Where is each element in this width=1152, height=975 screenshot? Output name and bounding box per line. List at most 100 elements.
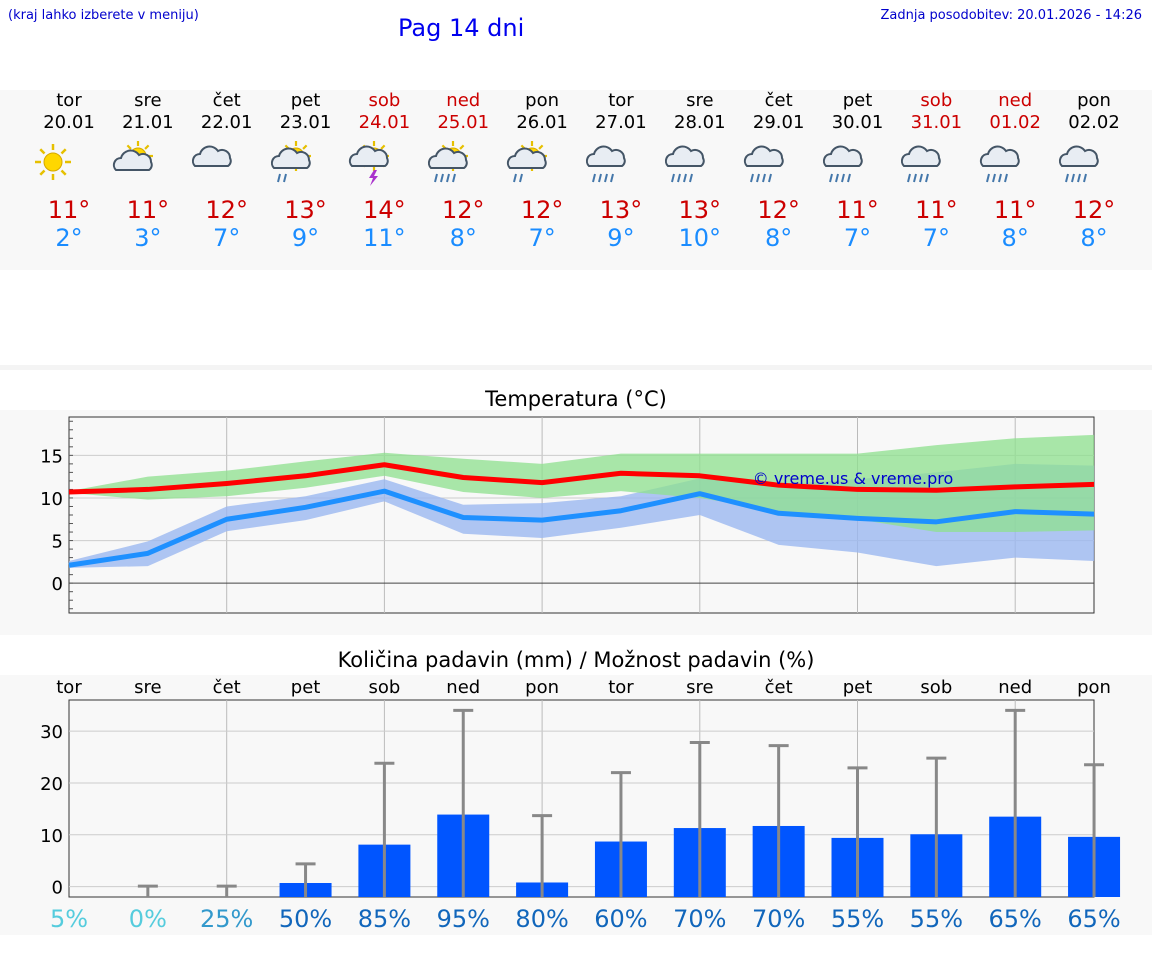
y-tick-label: 10 bbox=[40, 826, 63, 847]
cloud-rain-icon bbox=[822, 140, 882, 188]
min-temperature: 8° bbox=[1001, 224, 1029, 252]
y-tick-label: 30 bbox=[40, 722, 63, 743]
precipitation-probability: 55% bbox=[910, 905, 963, 933]
day-date: 29.01 bbox=[752, 112, 805, 133]
day-name: sob bbox=[920, 90, 953, 111]
day-name: pon bbox=[1077, 90, 1111, 111]
day-date: 22.01 bbox=[200, 112, 253, 133]
day-name: sre bbox=[686, 90, 714, 111]
day-column: pon 26.01 12° 7° bbox=[502, 90, 582, 252]
day-date: 24.01 bbox=[358, 112, 411, 133]
min-temperature: 7° bbox=[213, 224, 241, 252]
temperature-chart-title: Temperatura (°C) bbox=[485, 387, 667, 411]
min-temperature: 9° bbox=[291, 224, 320, 252]
day-date: 26.01 bbox=[516, 112, 568, 133]
section-divider bbox=[0, 365, 1152, 370]
day-date: 31.01 bbox=[910, 112, 963, 133]
precipitation-probability: 25% bbox=[200, 905, 253, 933]
y-tick-label: 0 bbox=[52, 574, 63, 595]
sun-cloud-heavy-rain-icon bbox=[428, 140, 487, 188]
min-temperature: 8° bbox=[765, 224, 793, 252]
day-date: 01.02 bbox=[989, 112, 1041, 133]
min-temperature: 2° bbox=[55, 224, 83, 252]
cloud-rain-icon bbox=[980, 140, 1039, 188]
sun-cloud-icon bbox=[112, 140, 172, 188]
precipitation-probability: 60% bbox=[594, 905, 647, 933]
max-temperature: 11° bbox=[836, 196, 879, 224]
precipitation-probability: 0% bbox=[129, 905, 167, 933]
y-tick-label: 20 bbox=[40, 774, 63, 795]
precipitation-probability: 95% bbox=[437, 905, 490, 933]
max-temperature: 13° bbox=[599, 196, 643, 224]
day-date: 21.01 bbox=[122, 112, 174, 133]
max-temperature: 14° bbox=[363, 196, 406, 224]
day-column: sre 28.01 13° 10° bbox=[660, 90, 740, 252]
day-column: tor 20.01 11° 2° bbox=[29, 90, 109, 252]
min-temperature: 7° bbox=[922, 224, 950, 252]
x-category-label: pon bbox=[1077, 677, 1111, 698]
max-temperature-range bbox=[69, 434, 1095, 533]
max-temperature: 11° bbox=[993, 196, 1037, 224]
day-column: pon 02.02 12° 8° bbox=[1054, 90, 1134, 252]
max-temperature: 13° bbox=[678, 196, 722, 224]
precipitation-probability: 5% bbox=[50, 905, 88, 933]
day-column: pet 30.01 11° 7° bbox=[818, 90, 898, 252]
x-category-label: pet bbox=[843, 677, 873, 698]
x-category-label: sre bbox=[686, 677, 713, 698]
max-temperature: 12° bbox=[1072, 196, 1116, 224]
min-temperature: 3° bbox=[134, 224, 162, 252]
max-temperature: 12° bbox=[757, 196, 800, 224]
day-column: sob 24.01 14° 11° bbox=[344, 90, 424, 252]
cloud-rain-icon bbox=[743, 140, 803, 188]
watermark: © vreme.us & vreme.pro bbox=[753, 469, 954, 488]
x-category-label: čet bbox=[213, 677, 241, 698]
day-name: ned bbox=[998, 90, 1033, 111]
x-category-label: sre bbox=[134, 677, 161, 698]
cloud-rain-icon bbox=[664, 140, 724, 188]
day-name: čet bbox=[764, 90, 793, 111]
day-name: sob bbox=[368, 90, 401, 111]
page-title: Pag 14 dni bbox=[398, 14, 525, 42]
sun-cloud-rain-icon bbox=[507, 140, 566, 188]
day-name: tor bbox=[56, 90, 82, 111]
y-tick-label: 15 bbox=[40, 446, 63, 467]
max-temperature: 11° bbox=[126, 196, 170, 224]
day-column: ned 01.02 11° 8° bbox=[975, 90, 1055, 252]
last-update-label: Zadnja posodobitev: 20.01.2026 - 14:26 bbox=[880, 8, 1142, 23]
x-category-label: pet bbox=[291, 677, 321, 698]
x-category-label: sob bbox=[368, 677, 400, 698]
precipitation-probability: 55% bbox=[831, 905, 884, 933]
day-column: pet 23.01 13° 9° bbox=[266, 90, 346, 252]
sun-cloud-rain-icon bbox=[270, 140, 330, 188]
x-category-label: pon bbox=[525, 677, 559, 698]
max-temperature: 13° bbox=[284, 196, 327, 224]
cloud-rain-icon bbox=[901, 140, 960, 188]
max-temperature: 12° bbox=[520, 196, 564, 224]
day-date: 25.01 bbox=[437, 112, 490, 133]
precipitation-probability: 65% bbox=[1067, 905, 1120, 933]
temperature-chart: 0 5 10 15 © vreme.us & vreme.pro bbox=[40, 416, 1095, 614]
precipitation-probability: 85% bbox=[358, 905, 411, 933]
day-date: 30.01 bbox=[831, 112, 884, 133]
precipitation-probability: 65% bbox=[989, 905, 1042, 933]
day-date: 02.02 bbox=[1068, 112, 1120, 133]
precipitation-chart-title: Količina padavin (mm) / Možnost padavin … bbox=[337, 648, 815, 672]
precipitation-probability: 70% bbox=[752, 905, 805, 933]
max-temperature: 12° bbox=[441, 196, 485, 224]
day-name: pon bbox=[525, 90, 560, 111]
location-hint: (kraj lahko izberete v meniju) bbox=[8, 8, 199, 23]
min-temperature: 8° bbox=[1080, 224, 1108, 252]
min-temperature: 7° bbox=[528, 224, 556, 252]
day-column: sre 21.01 11° 3° bbox=[108, 90, 188, 252]
max-temperature: 12° bbox=[205, 196, 248, 224]
sun-cloud-storm-icon bbox=[349, 140, 408, 188]
min-temperature: 11° bbox=[363, 224, 406, 252]
day-name: ned bbox=[446, 90, 481, 111]
max-temperature: 11° bbox=[915, 196, 958, 224]
day-column: ned 25.01 12° 8° bbox=[423, 90, 503, 252]
cloud-icon bbox=[191, 140, 251, 188]
day-column: sob 31.01 11° 7° bbox=[896, 90, 976, 252]
min-temperature-line bbox=[68, 488, 1095, 568]
y-tick-label: 5 bbox=[52, 532, 63, 553]
precipitation-probability: 70% bbox=[673, 905, 726, 933]
